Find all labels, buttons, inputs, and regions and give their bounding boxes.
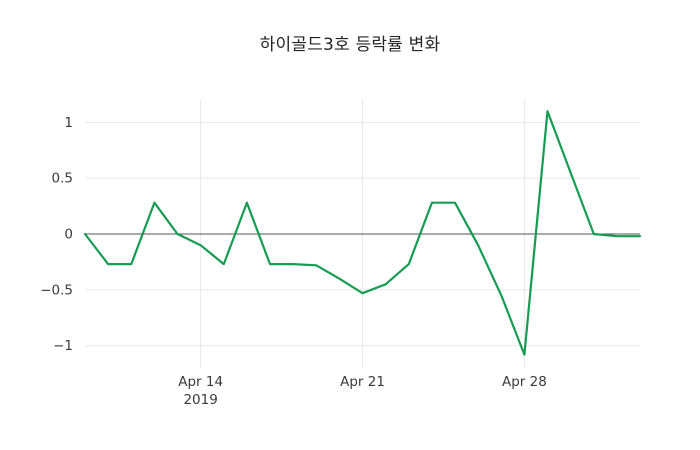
y-axis-tick-label: 0.5 — [52, 171, 73, 187]
y-axis-tick-label: −0.5 — [40, 282, 73, 298]
line-series — [83, 110, 642, 356]
x-axis-tick-label: Apr 21 — [340, 374, 385, 390]
y-axis-tick-label: 0 — [64, 227, 73, 243]
chart-title: 하이골드3호 등락률 변화 — [259, 35, 441, 55]
x-axis-year-label: 2019 — [183, 392, 217, 408]
x-axis-tick-label: Apr 14 — [178, 374, 223, 390]
y-axis-tick-label: −1 — [53, 338, 73, 354]
x-axis-tick-label: Apr 28 — [502, 374, 547, 390]
y-axis-tick-label: 1 — [64, 115, 73, 131]
